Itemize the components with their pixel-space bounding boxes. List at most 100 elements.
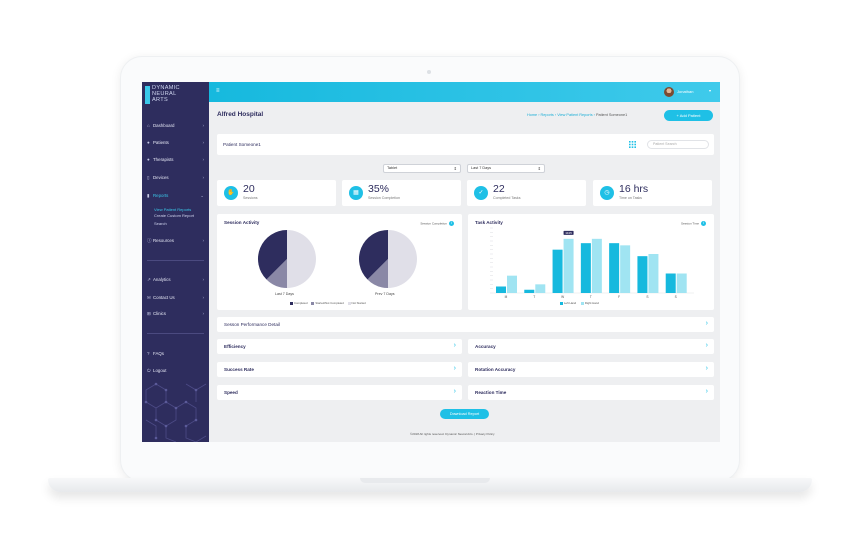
calendar-icon: ▦	[349, 186, 363, 200]
chevron-right-icon: ›	[202, 277, 205, 282]
chevron-down-icon[interactable]: ▾	[709, 88, 712, 93]
device-select[interactable]: Tablet ⇕	[383, 164, 461, 173]
sidebar-sub-search[interactable]: Search	[154, 221, 167, 226]
row-label: Reaction Time	[475, 390, 507, 395]
stat-card-completed-tasks: ✓ 22 Completed Tasks	[467, 180, 586, 206]
row-label: Accuracy	[475, 344, 496, 349]
logo-line: ARTS	[152, 97, 169, 103]
session-performance-detail-row[interactable]: Sesson Performance Detail ›	[217, 317, 714, 332]
bar-chart: M T W T F S S 34/35	[490, 227, 694, 299]
bar-left-hand	[524, 289, 535, 293]
bar-right-hand	[563, 238, 574, 293]
chevron-right-icon: ›	[705, 365, 708, 372]
x-tick-label: S	[675, 295, 677, 299]
stat-label: Session Completion	[368, 196, 400, 200]
x-tick-label: T	[533, 295, 535, 299]
bar-right-hand	[535, 284, 546, 293]
chevron-right-icon: ›	[202, 157, 205, 162]
download-report-button[interactable]: Download Report	[440, 409, 489, 419]
logo-line: DYNAMIC	[152, 85, 180, 91]
sidebar-item-devices[interactable]: ▯ Devices ›	[142, 173, 209, 183]
page-title: Alfred Hospital	[217, 111, 264, 118]
legend-label: Left Hand	[564, 301, 577, 305]
bar-left-hand	[609, 243, 620, 293]
sidebar-item-label: Contact Us	[153, 295, 175, 300]
sidebar-sub-view-patient-reports[interactable]: View Patient Reports	[154, 207, 192, 212]
row-label: Speed	[224, 390, 238, 395]
sidebar-item-label: Devices	[153, 175, 169, 180]
logo[interactable]: DYNAMIC NEURAL ARTS	[145, 85, 209, 107]
sidebar-item-label: Dashboard	[153, 123, 175, 128]
detail-row-accuracy[interactable]: Accuracy ›	[468, 339, 714, 354]
range-select[interactable]: Last 7 Days ⇕	[467, 164, 545, 173]
sidebar-item-clinics[interactable]: ⊞ Clinics ›	[142, 309, 209, 319]
footer-text: ©2018 All rights reserved. Dynamic Neura…	[410, 432, 495, 436]
pie-slice-completed	[258, 230, 287, 280]
sidebar-item-patients[interactable]: ● Patients ›	[142, 138, 209, 148]
hand-icon: ✋	[224, 186, 238, 200]
bar-right-hand	[676, 273, 687, 293]
sidebar-item-resources[interactable]: ⓘ Resources ›	[142, 236, 209, 246]
chevron-right-icon: ›	[202, 175, 205, 180]
sidebar-item-therapists[interactable]: ● Therapists ›	[142, 155, 209, 165]
legend-swatch	[311, 301, 315, 305]
sidebar-item-faqs[interactable]: ? FAQs	[142, 349, 209, 359]
info-icon[interactable]: i	[449, 221, 454, 226]
info-icon[interactable]: i	[701, 221, 706, 226]
bar-tooltip-text: 34/35	[565, 231, 572, 235]
breadcrumb-view-patient-reports[interactable]: View Patient Reports	[557, 113, 593, 117]
bar-left-hand	[580, 243, 591, 293]
add-patient-button[interactable]: + Add Patient	[664, 110, 713, 121]
row-label: Rotation Accuracy	[475, 367, 516, 372]
sidebar-item-reports[interactable]: ▮ Reports ⌄	[142, 191, 209, 201]
patient-search-input[interactable]: Patient Search	[647, 140, 709, 149]
legend-swatch	[560, 301, 563, 305]
sidebar-item-contact-us[interactable]: ✉ Contact Us ›	[142, 293, 209, 303]
sidebar-item-analytics[interactable]: ↗ Analytics ›	[142, 275, 209, 285]
breadcrumb-separator: ›	[538, 113, 541, 117]
pie-slice-completed	[359, 230, 388, 280]
grid-view-icon[interactable]	[629, 141, 636, 148]
sidebar-item-logout[interactable]: ⏻ Logout	[142, 366, 209, 376]
detail-row-rotation-accuracy[interactable]: Rotation Accuracy ›	[468, 362, 714, 377]
stat-card-sessions: ✋ 20 Sessions	[217, 180, 336, 206]
stat-card-time-on-tasks: ◷ 16 hrs Time on Tasks	[593, 180, 712, 206]
select-arrows-icon: ⇕	[453, 166, 457, 171]
sidebar-item-label: FAQs	[153, 351, 164, 356]
stat-label: Time on Tasks	[619, 196, 642, 200]
plus-square-icon: ⊞	[147, 311, 151, 316]
tablet-icon: ▯	[147, 175, 150, 180]
detail-row-speed[interactable]: Speed ›	[217, 385, 462, 400]
detail-row-efficiency[interactable]: Efficiency ›	[217, 339, 462, 354]
chevron-right-icon: ›	[202, 140, 205, 145]
chevron-right-icon: ›	[705, 388, 708, 395]
card-title: Session Activity	[224, 220, 260, 225]
pie-slice-started	[266, 259, 287, 288]
question-icon: ?	[147, 351, 150, 356]
user-name[interactable]: Jonathan	[677, 89, 694, 94]
home-icon: ⌂	[147, 123, 150, 128]
detail-row-reaction-time[interactable]: Reaction Time ›	[468, 385, 714, 400]
side-label-text: Session Completion	[420, 221, 447, 226]
sidebar-item-dashboard[interactable]: ⌂ Dashboard ›	[142, 121, 209, 131]
chevron-right-icon: ›	[202, 123, 205, 128]
session-activity-card: Session Activity Session Completion i Las…	[217, 214, 462, 310]
pie-label-last-7-days: Last 7 Days	[275, 292, 294, 296]
clock-icon: ◷	[600, 186, 614, 200]
row-label: Efficiency	[224, 344, 246, 349]
mail-icon: ✉	[147, 295, 151, 300]
chart-icon: ▮	[147, 193, 150, 198]
pie-legend: Completed Started/Not Completed Not Star…	[290, 301, 366, 305]
breadcrumb-separator: ›	[554, 113, 558, 117]
detail-row-success-rate[interactable]: Success Rate ›	[217, 362, 462, 377]
card-side-label: Session Completion i	[420, 221, 454, 226]
sidebar-sub-create-custom-report[interactable]: Create Custom Report	[154, 213, 195, 218]
chevron-right-icon: ›	[453, 388, 456, 395]
hamburger-menu-icon[interactable]: ≡	[216, 88, 220, 94]
bar-right-hand	[591, 238, 602, 293]
avatar[interactable]	[664, 87, 674, 97]
breadcrumb-home[interactable]: Home	[527, 113, 538, 117]
breadcrumb-reports[interactable]: Reports	[540, 113, 554, 117]
sidebar-divider	[147, 260, 204, 261]
logo-line: NEURAL	[152, 91, 177, 97]
